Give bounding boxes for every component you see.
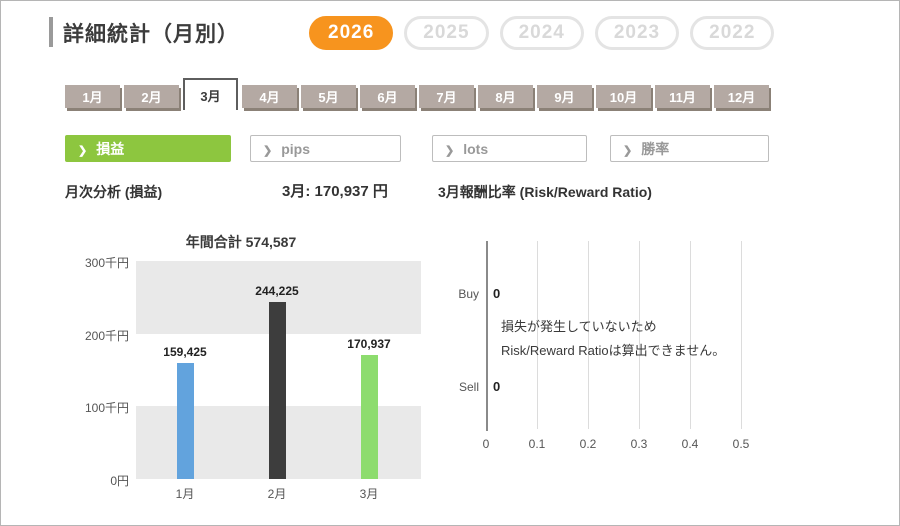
month-tab-5[interactable]: 5月 xyxy=(301,85,356,108)
bar-group-jan: 159,425 xyxy=(150,345,220,479)
bar-group-feb: 244,225 xyxy=(242,284,312,479)
month-tab-4[interactable]: 4月 xyxy=(242,85,297,108)
gridline xyxy=(639,241,640,429)
rr-y-axis-line xyxy=(486,241,488,431)
bar-value-label: 170,937 xyxy=(347,337,391,351)
category-button-pips[interactable]: pips xyxy=(250,135,401,162)
month-tab-9[interactable]: 9月 xyxy=(537,85,592,108)
category-button-winrate[interactable]: 勝率 xyxy=(610,135,769,162)
x-axis-tick: 1月 xyxy=(175,487,195,501)
page-title: 詳細統計（月別） xyxy=(63,23,239,46)
y-axis-tick: 100千円 xyxy=(84,401,129,415)
chevron-right-icon xyxy=(263,141,272,157)
month-tab-10[interactable]: 10月 xyxy=(596,85,651,108)
rr-value-buy: 0 xyxy=(493,286,501,301)
rr-no-data-note: 損失が発生していないため Risk/Reward Ratioは算出できません。 xyxy=(501,315,725,363)
month-tab-8[interactable]: 8月 xyxy=(478,85,533,108)
year-selector: 2026 2025 2024 2023 2022 xyxy=(309,16,775,50)
year-button-2022[interactable]: 2022 xyxy=(690,16,775,50)
year-button-2025[interactable]: 2025 xyxy=(404,16,489,50)
rr-x-axis-tick: 0.4 xyxy=(681,437,699,451)
month-tab-11[interactable]: 11月 xyxy=(655,85,710,108)
annual-total-label: 年間合計 574,587 xyxy=(185,234,297,250)
x-axis-tick: 3月 xyxy=(359,487,379,501)
bar-jan xyxy=(176,363,194,479)
gridline xyxy=(741,241,742,429)
title-accent-bar xyxy=(49,17,53,47)
rr-category-sell: Sell xyxy=(458,380,479,394)
y-axis-tick: 0円 xyxy=(110,474,129,488)
gridline xyxy=(537,241,538,429)
chevron-right-icon xyxy=(78,141,87,157)
year-button-2024[interactable]: 2024 xyxy=(499,16,584,50)
category-button-lots[interactable]: lots xyxy=(432,135,587,162)
month-tab-1[interactable]: 1月 xyxy=(65,85,120,108)
rr-category-buy: Buy xyxy=(458,287,479,301)
bar-mar xyxy=(360,355,378,479)
rr-x-axis-tick: 0 xyxy=(482,437,490,451)
year-button-2026[interactable]: 2026 xyxy=(309,16,394,50)
bar-value-label: 159,425 xyxy=(163,345,207,359)
category-label: lots xyxy=(463,140,489,157)
year-button-2023[interactable]: 2023 xyxy=(594,16,680,50)
month-tab-6[interactable]: 6月 xyxy=(360,85,415,108)
bar-feb xyxy=(268,302,286,479)
risk-reward-heading: 3月報酬比率 (Risk/Reward Ratio) xyxy=(438,184,652,200)
monthly-analysis-heading: 月次分析 (損益) xyxy=(65,184,163,200)
rr-x-axis-tick: 0.3 xyxy=(630,437,648,451)
rr-x-axis-tick: 0.2 xyxy=(579,437,597,451)
monthly-bar-chart: 159,425 244,225 170,937 xyxy=(136,261,421,479)
rr-value-sell: 0 xyxy=(493,379,501,394)
month-value-heading: 3月: 170,937 円 xyxy=(282,183,388,200)
x-axis-tick: 2月 xyxy=(267,487,287,501)
rr-x-axis-tick: 0.1 xyxy=(528,437,546,451)
category-label: 損益 xyxy=(96,140,125,157)
month-tabs: 1月 2月 3月 4月 5月 6月 7月 8月 9月 10月 11月 12月 xyxy=(65,78,769,110)
y-axis-tick: 300千円 xyxy=(84,256,129,270)
month-tab-7[interactable]: 7月 xyxy=(419,85,474,108)
category-label: pips xyxy=(281,140,310,157)
chevron-right-icon xyxy=(445,141,454,157)
month-tab-2[interactable]: 2月 xyxy=(124,85,179,108)
bar-value-label: 244,225 xyxy=(255,284,299,298)
month-tab-12[interactable]: 12月 xyxy=(714,85,769,108)
gridline xyxy=(588,241,589,429)
rr-x-axis-tick: 0.5 xyxy=(732,437,750,451)
bar-group-mar: 170,937 xyxy=(334,337,404,479)
category-label: 勝率 xyxy=(641,140,670,157)
y-axis-tick: 200千円 xyxy=(84,329,129,343)
rr-note-line-2: Risk/Reward Ratioは算出できません。 xyxy=(501,343,726,358)
chevron-right-icon xyxy=(623,141,632,157)
month-tab-3[interactable]: 3月 xyxy=(183,78,238,110)
category-button-pnl[interactable]: 損益 xyxy=(65,135,231,162)
gridline xyxy=(690,241,691,429)
rr-note-line-1: 損失が発生していないため xyxy=(501,319,657,334)
